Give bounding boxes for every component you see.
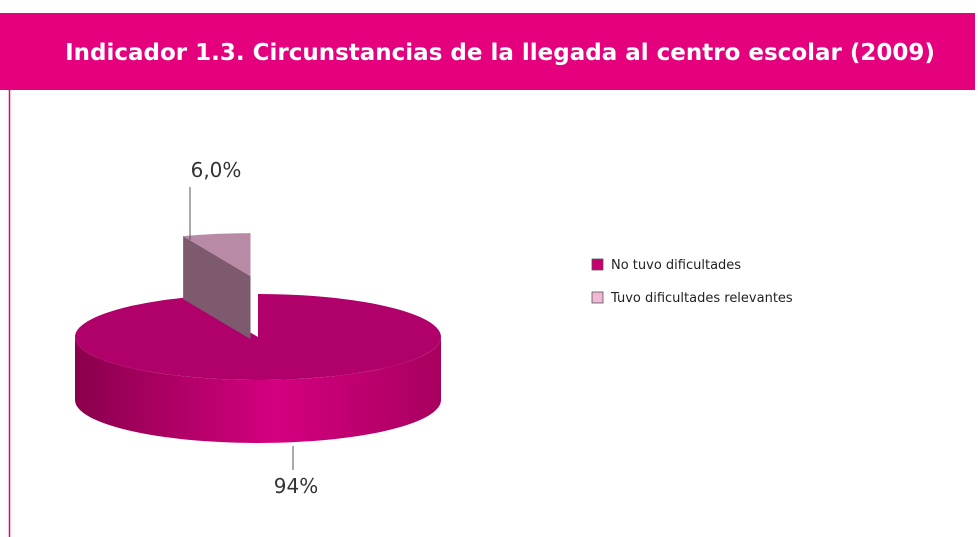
legend-label: No tuvo dificultades xyxy=(611,258,741,273)
value-label: 94% xyxy=(274,474,318,498)
chart-title: Indicador 1.3. Circunstancias de la lleg… xyxy=(65,40,935,66)
slice-top xyxy=(75,294,442,380)
pie-slice xyxy=(75,294,442,443)
slice-top xyxy=(183,233,251,277)
legend-swatch xyxy=(591,258,604,271)
header-band xyxy=(0,13,975,90)
slice-side xyxy=(75,337,441,443)
legend-label: Tuvo dificultades relevantes xyxy=(610,291,793,306)
legend-swatch xyxy=(591,291,604,304)
slice-face xyxy=(183,236,251,340)
pie-slice xyxy=(183,233,251,340)
value-label: 6,0% xyxy=(191,158,242,182)
